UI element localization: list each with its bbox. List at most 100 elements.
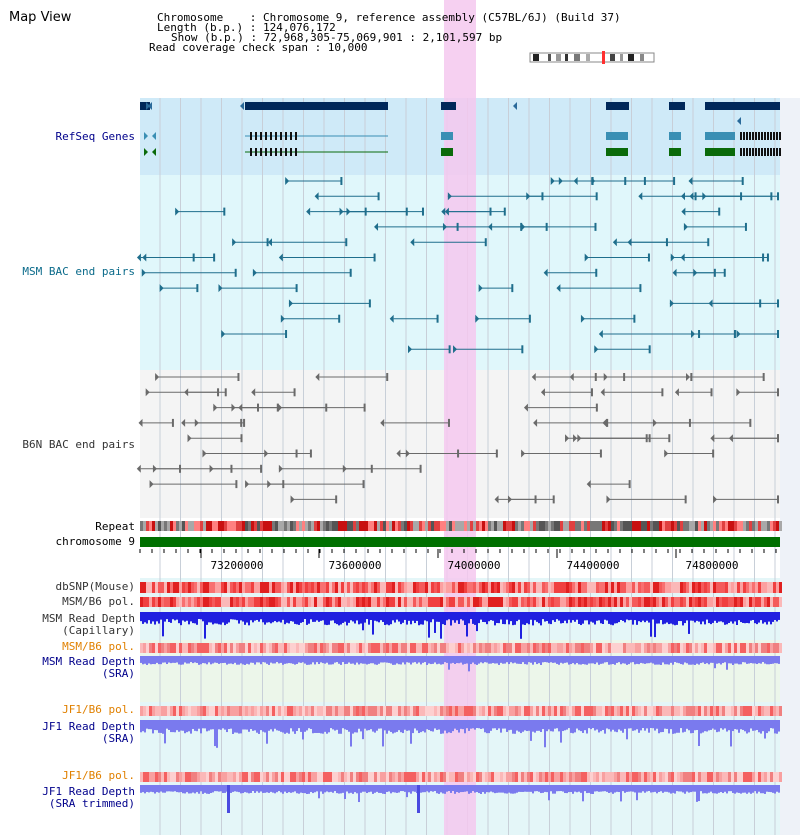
msm-b6-pol-strip-1-segment (584, 597, 587, 607)
track-label-jf1-b6-pol-1[interactable]: JF1/B6 pol. (62, 703, 135, 716)
track-label-jf1-read-depth-sra[interactable]: JF1 Read Depth (SRA) (42, 720, 135, 745)
msm-read-depth-sra-bar (692, 656, 694, 665)
msm-read-depth-capillary-bar (188, 612, 190, 625)
jf1-read-depth-sra-bar (186, 720, 188, 733)
jf1-read-depth-sra-bar (376, 720, 378, 731)
jf1-read-depth-sra-bar (288, 720, 290, 734)
msm-read-depth-capillary-bar (434, 612, 436, 633)
track-label-b6n-bac[interactable]: B6N BAC end pairs (22, 438, 135, 451)
msm-read-depth-sra-bar (184, 656, 186, 663)
msm-b6-pol-strip-2-segment (440, 643, 443, 653)
jf1-read-depth-sra-bar (636, 720, 638, 730)
msm-read-depth-capillary-bar (338, 612, 340, 626)
msm-read-depth-capillary-bar (598, 612, 600, 621)
msm-b6-pol-strip-2-segment (314, 643, 317, 653)
msm-read-depth-sra-bar (378, 656, 380, 664)
track-label-refseq[interactable]: RefSeq Genes (55, 130, 135, 143)
track-label-msm-read-depth-sra[interactable]: MSM Read Depth (SRA) (42, 655, 135, 680)
jf1-read-depth-sra-bar (368, 720, 370, 731)
msm-b6-pol-strip-2-segment (572, 643, 575, 653)
jf1-read-depth-sra-bar (278, 720, 280, 731)
jf1-read-depth-sra-bar (190, 720, 192, 734)
repeat-track-segment (656, 521, 659, 531)
msm-read-depth-sra-bar (714, 656, 716, 669)
msm-b6-pol-strip-2-segment (506, 643, 509, 653)
repeat-track-segment (218, 521, 221, 531)
track-label-chromosome[interactable]: chromosome 9 (55, 535, 135, 548)
jf1-b6-pol-strip-2-segment (491, 772, 494, 782)
msm-b6-pol-strip-1-segment (458, 597, 461, 607)
msm-b6-pol-strip-1-segment (335, 597, 338, 607)
track-label-msm-b6-pol-2[interactable]: MSM/B6 pol. (62, 640, 135, 653)
jf1-read-depth-sra-bar (412, 720, 414, 734)
msm-read-depth-sra-bar (394, 656, 396, 665)
jf1-b6-pol-strip-1-segment (569, 706, 572, 716)
jf1-read-depth-trimmed-bar (440, 785, 442, 793)
track-label-dbsnp[interactable]: dbSNP(Mouse) (55, 580, 135, 593)
jf1-read-depth-trimmed-bar (562, 785, 564, 792)
msm-read-depth-sra-bar (498, 656, 500, 665)
track-label-msm-bac[interactable]: MSM BAC end pairs (22, 265, 135, 278)
jf1-b6-pol-strip-1-segment (383, 706, 386, 716)
repeat-track-segment (494, 521, 497, 531)
dbsnp-strip-segment (446, 582, 449, 593)
jf1-b6-pol-strip-1-segment (245, 706, 248, 716)
jf1-b6-pol-strip-1-segment (671, 706, 674, 716)
dbsnp-strip-segment (506, 582, 509, 593)
jf1-read-depth-sra-bar (544, 720, 546, 748)
jf1-read-depth-sra-bar (702, 720, 704, 733)
msm-read-depth-capillary-bar (702, 612, 704, 622)
jf1-b6-pol-strip-2-segment (425, 772, 428, 782)
jf1-read-depth-trimmed-bar (230, 785, 232, 793)
repeat-track-segment (473, 521, 476, 531)
jf1-b6-pol-strip-1-segment (515, 706, 518, 716)
jf1-read-depth-sra-bar (440, 720, 442, 734)
repeat-track-segment (200, 521, 203, 531)
jf1-read-depth-trimmed-bar (462, 785, 464, 793)
track-label-jf1-read-depth-trim[interactable]: JF1 Read Depth (SRA trimmed) (42, 785, 135, 810)
repeat-track-segment (614, 521, 617, 531)
msm-b6-pol-strip-2-segment (491, 643, 494, 653)
jf1-b6-pol-strip-2-segment (506, 772, 509, 782)
msm-b6-pol-strip-1-segment (620, 597, 623, 607)
jf1-read-depth-sra-bar (322, 720, 324, 734)
jf1-b6-pol-strip-1-segment (707, 706, 710, 716)
track-label-repeat[interactable]: Repeat (95, 520, 135, 533)
msm-b6-pol-strip-2-segment (335, 643, 338, 653)
msm-read-depth-capillary-bar (690, 612, 692, 621)
jf1-read-depth-sra-bar (416, 720, 418, 731)
msm-read-depth-sra-bar (230, 656, 232, 664)
repeat-track-segment (311, 521, 314, 531)
msm-read-depth-sra-bar (668, 656, 670, 665)
track-label-msm-b6-pol-1[interactable]: MSM/B6 pol. (62, 595, 135, 608)
msm-read-depth-capillary-bar (568, 612, 570, 620)
ideogram-band (586, 54, 590, 61)
bac-end-marker (245, 480, 250, 489)
dbsnp-strip-segment (422, 582, 425, 593)
ideogram-band (620, 54, 623, 61)
jf1-read-depth-sra-bar (490, 720, 492, 731)
msm-read-depth-capillary-bar (752, 612, 754, 620)
msm-read-depth-sra-bar (244, 656, 246, 665)
jf1-b6-pol-strip-1-segment (206, 706, 209, 716)
msm-b6-pol-strip-1-segment (152, 597, 155, 607)
bac-end-tick (386, 373, 389, 381)
msm-read-depth-sra-bar (170, 656, 172, 664)
msm-b6-pol-strip-2-segment (695, 643, 698, 653)
repeat-track-segment (278, 521, 281, 531)
jf1-b6-pol-strip-1-segment (602, 706, 605, 716)
jf1-read-depth-trimmed-bar (698, 785, 700, 802)
dbsnp-strip-segment (560, 582, 563, 593)
jf1-b6-pol-strip-2-segment (599, 772, 602, 782)
msm-b6-pol-strip-1-segment (287, 597, 290, 607)
repeat-track-segment (317, 521, 320, 531)
jf1-read-depth-trimmed-bar (510, 785, 512, 794)
msm-read-depth-sra-bar (282, 656, 284, 665)
msm-b6-pol-strip-1-segment (704, 597, 707, 607)
track-label-msm-read-depth-cap[interactable]: MSM Read Depth (Capillary) (42, 612, 135, 637)
jf1-read-depth-trimmed-bar (148, 785, 150, 793)
jf1-read-depth-trimmed-bar (160, 785, 162, 792)
jf1-read-depth-sra-bar (492, 720, 494, 729)
track-label-jf1-b6-pol-2[interactable]: JF1/B6 pol. (62, 769, 135, 782)
